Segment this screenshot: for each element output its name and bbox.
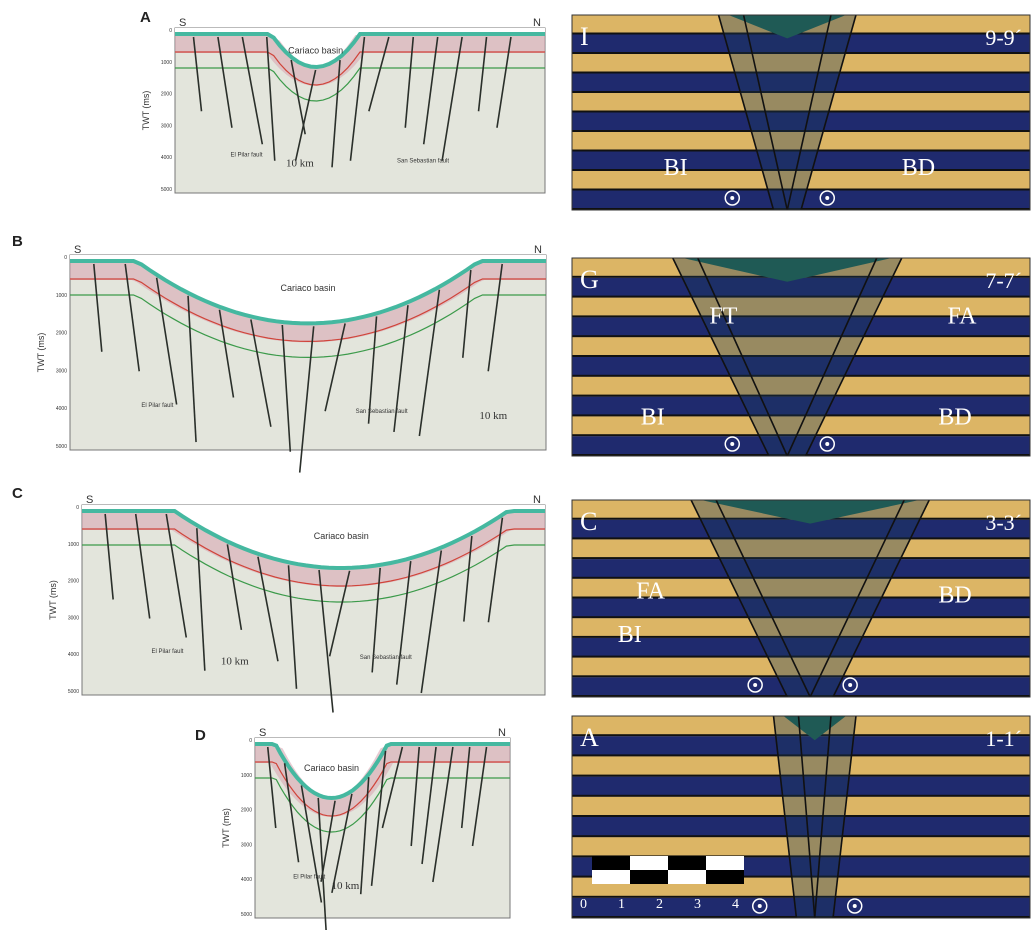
motion-dot	[825, 442, 829, 446]
model-panel: A 1-1´ 0 1 2 3 4	[572, 716, 1030, 919]
scale-number: 2	[656, 897, 663, 912]
section-label: 1-1´	[985, 726, 1022, 751]
y-tick-label: 0	[76, 505, 79, 511]
side-label: S	[86, 494, 93, 506]
y-tick-label: 2000	[68, 579, 79, 585]
scale-number: 3	[694, 897, 701, 912]
side-label: N	[498, 727, 506, 739]
model-panel: G 7-7´ FT FA BI BD	[572, 258, 1030, 457]
y-tick-label: 3000	[161, 123, 172, 129]
fault-label: San Sebastian fault	[360, 655, 412, 661]
scale-number: 0	[580, 897, 587, 912]
motion-dot	[758, 904, 762, 908]
section-label: 7-7´	[985, 268, 1022, 293]
annotation: BD	[938, 404, 971, 430]
section-label: 3-3´	[985, 510, 1022, 535]
annotation: BD	[938, 582, 971, 608]
fault-label: El Pilar fault	[141, 403, 173, 409]
y-tick-label: 5000	[241, 912, 252, 918]
model-panel: C 3-3´ FA BD BI	[572, 500, 1030, 698]
model-label: C	[580, 507, 597, 536]
scale-label: 10 km	[286, 158, 314, 170]
section-label: D	[195, 727, 206, 744]
section-label: C	[12, 485, 23, 502]
section-label: 9-9´	[985, 25, 1022, 50]
y-tick-label: 5000	[56, 444, 67, 450]
scale-number: 1	[618, 897, 625, 912]
scale-number: 4	[732, 897, 739, 912]
motion-dot	[730, 196, 734, 200]
y-tick-label: 0	[64, 255, 67, 261]
annotation: BD	[902, 155, 935, 181]
y-tick-label: 1000	[161, 60, 172, 66]
axis-label: TWT (ms)	[221, 808, 231, 848]
fault-label: San Sebastian fault	[356, 409, 408, 415]
y-tick-label: 1000	[68, 542, 79, 548]
side-label: N	[533, 17, 541, 29]
scale-cell	[592, 856, 630, 870]
annotation: FA	[636, 579, 666, 605]
annotation: FT	[709, 303, 737, 329]
y-tick-label: 3000	[68, 615, 79, 621]
motion-dot	[853, 904, 857, 908]
fault-label: El Pilar fault	[231, 153, 263, 159]
fault-label: El Pilar fault	[151, 649, 183, 655]
annotation: BI	[641, 404, 665, 430]
y-tick-label: 0	[169, 28, 172, 34]
motion-dot	[730, 442, 734, 446]
scale-label: 10 km	[332, 880, 360, 892]
fault-label: El Pilar fault	[293, 874, 325, 880]
model-label: G	[580, 265, 599, 294]
y-tick-label: 3000	[241, 842, 252, 848]
axis-label: TWT (ms)	[48, 580, 58, 620]
annotation: FA	[948, 303, 978, 329]
y-tick-label: 2000	[241, 808, 252, 814]
scale-cell	[668, 856, 706, 870]
model-label: A	[580, 723, 599, 752]
scale-cell	[706, 870, 744, 884]
scale-label: 10 km	[479, 410, 507, 422]
annotation: BI	[618, 622, 642, 648]
y-tick-label: 4000	[68, 652, 79, 658]
basin-label: Cariaco basin	[304, 763, 359, 773]
scale-cell	[668, 870, 706, 884]
y-tick-label: 5000	[68, 689, 79, 695]
motion-dot	[753, 683, 757, 687]
scale-cell	[592, 870, 630, 884]
scale-cell	[630, 870, 668, 884]
side-label: S	[179, 17, 186, 29]
section-label: A	[140, 9, 151, 26]
y-tick-label: 1000	[241, 773, 252, 779]
y-tick-label: 2000	[56, 331, 67, 337]
side-label: S	[74, 244, 81, 256]
y-tick-label: 3000	[56, 368, 67, 374]
y-tick-label: 4000	[241, 877, 252, 883]
scale-label: 10 km	[221, 656, 249, 668]
side-label: N	[533, 494, 541, 506]
axis-label: TWT (ms)	[36, 333, 46, 373]
annotation: BI	[664, 155, 688, 181]
scale-cell	[630, 856, 668, 870]
basin-label: Cariaco basin	[280, 283, 335, 293]
fault-label: San Sebastian fault	[397, 159, 449, 165]
side-label: S	[259, 727, 266, 739]
side-label: N	[534, 244, 542, 256]
basin-label: Cariaco basin	[314, 531, 369, 541]
motion-dot	[825, 196, 829, 200]
model-label: I	[580, 22, 589, 51]
section-label: B	[12, 233, 23, 250]
axis-label: TWT (ms)	[141, 91, 151, 131]
y-tick-label: 4000	[56, 406, 67, 412]
y-tick-label: 0	[249, 738, 252, 744]
y-tick-label: 2000	[161, 92, 172, 98]
y-tick-label: 1000	[56, 293, 67, 299]
y-tick-label: 5000	[161, 187, 172, 193]
figure: ASNCariaco basinTWT (ms)0100020003000400…	[0, 0, 1034, 930]
scale-cell	[706, 856, 744, 870]
motion-dot	[848, 683, 852, 687]
model-panel: I 9-9´ BI BD	[572, 15, 1030, 211]
y-tick-label: 4000	[161, 155, 172, 161]
basin-label: Cariaco basin	[288, 46, 343, 56]
